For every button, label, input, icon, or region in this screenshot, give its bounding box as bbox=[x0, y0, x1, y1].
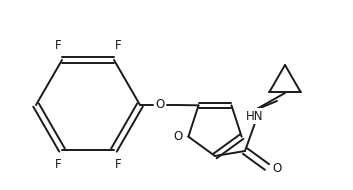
Text: F: F bbox=[55, 158, 61, 171]
Text: F: F bbox=[55, 40, 61, 52]
Text: F: F bbox=[115, 40, 121, 52]
Text: O: O bbox=[273, 162, 282, 176]
Text: O: O bbox=[174, 130, 183, 143]
Text: HN: HN bbox=[246, 109, 264, 123]
Text: F: F bbox=[115, 158, 121, 171]
Text: O: O bbox=[155, 98, 164, 112]
